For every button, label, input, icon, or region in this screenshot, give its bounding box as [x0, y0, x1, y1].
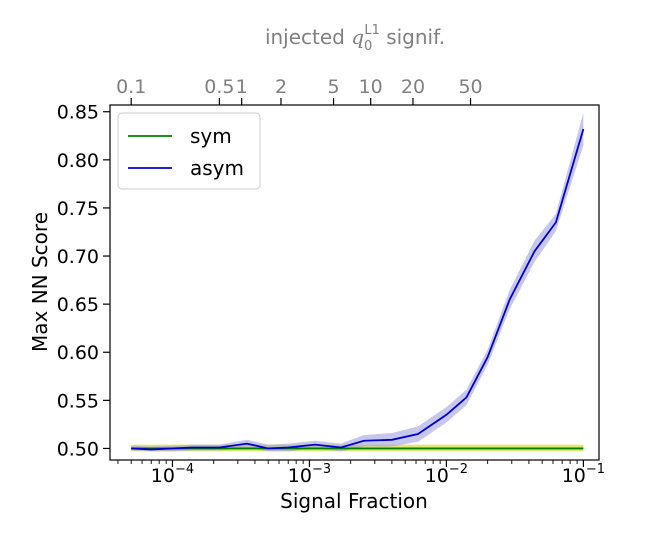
- y-tick-label: 0.75: [57, 198, 99, 220]
- top-axis-label: injected q0L1 signif.: [265, 23, 445, 54]
- series-lines: [131, 128, 585, 451]
- top-x-tick-label: 10: [359, 76, 383, 98]
- x-tick-label: 10−4: [151, 462, 194, 487]
- x-axis-label: Signal Fraction: [280, 489, 428, 513]
- y-tick-label: 0.80: [57, 150, 99, 172]
- y-axis-label: Max NN Score: [28, 212, 52, 352]
- top-x-tick-label: 20: [401, 76, 425, 98]
- x-axis: 10−4 10−3 10−2 10−1: [117, 460, 605, 487]
- x-tick-label: 10−1: [562, 462, 605, 487]
- y-axis: 0.50 0.55 0.60 0.65 0.70 0.75 0.80 0.85: [57, 102, 110, 460]
- top-x-tick-label: 1: [236, 76, 248, 98]
- legend-label-sym: sym: [190, 124, 232, 148]
- legend-box: [117, 112, 261, 190]
- top-x-tick-label: 50: [458, 76, 482, 98]
- plot-frame: [109, 104, 600, 461]
- top-x-tick-label: 0.1: [116, 76, 146, 98]
- y-tick-label: 0.70: [57, 246, 99, 268]
- top-x-tick-label: 2: [275, 76, 287, 98]
- x-tick-label: 10−3: [288, 462, 331, 487]
- y-tick-label: 0.65: [57, 294, 99, 316]
- y-tick-label: 0.50: [57, 438, 99, 460]
- y-tick-label: 0.60: [57, 342, 99, 364]
- legend-label-asym: asym: [190, 156, 244, 180]
- y-tick-label: 0.85: [57, 102, 99, 124]
- legend: sym asym: [117, 112, 261, 190]
- top-x-tick-label: 5: [328, 76, 340, 98]
- series-line-asym: [131, 128, 585, 451]
- top-x-axis: 0.1 0.5 1 2 5 10 20 50: [116, 76, 483, 105]
- top-x-tick-label: 0.5: [204, 76, 234, 98]
- x-tick-label: 10−2: [425, 462, 468, 487]
- y-tick-label: 0.55: [57, 390, 99, 412]
